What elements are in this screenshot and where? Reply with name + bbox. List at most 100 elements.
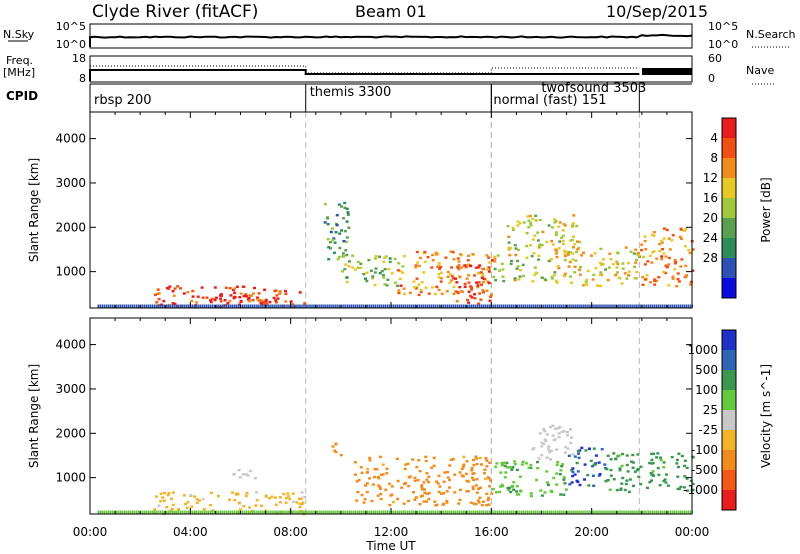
scatter-region [331, 442, 343, 457]
cpid-label: CPID [6, 89, 38, 103]
freq-panel: Freq. [MHz] 18 8 60 0 Nave [3, 52, 775, 85]
scatter-region [353, 455, 494, 507]
y-tick-label: 1000 [55, 471, 86, 485]
colorbar-tick-label: 500 [695, 363, 718, 377]
colorbar-swatch [722, 198, 736, 219]
cpid-mode-label: themis 3300 [310, 85, 392, 100]
nave-tick-bottom: 0 [708, 72, 715, 85]
colorbar-tick-label: 28 [703, 251, 718, 265]
scatter-region [396, 250, 494, 297]
beam-title: Beam 01 [355, 2, 427, 21]
colorbar-tick-label: 16 [703, 191, 718, 205]
velocity-panel: Slant Range [km] 1000 2000 3000 4000 [27, 317, 695, 516]
x-tick-label: 04:00 [173, 525, 208, 539]
velocity-colorbar: Velocity [m s^-1] 1000 500 100 25 -25 -100 -50… [683, 329, 773, 511]
colorbar-tick-label: -25 [698, 423, 718, 437]
scatter-region [531, 424, 575, 461]
colorbar-swatch [722, 370, 736, 391]
freq-label-line2: [MHz] [3, 66, 35, 79]
x-tick-label: 00:00 [675, 525, 710, 539]
x-tick-label: 16:00 [474, 525, 509, 539]
colorbar-tick-label: 100 [695, 383, 718, 397]
nsky-tick-bottom: 10^0 [56, 38, 86, 51]
scatter-region [604, 452, 695, 494]
colorbar-tick-label: 20 [703, 211, 718, 225]
scatter-region [341, 254, 406, 287]
ground-scatter-band [97, 510, 694, 514]
nsearch-tick-top: 10^5 [708, 20, 738, 33]
cpid-panel: CPID rbsp 200 themis 3300 normal (fast) 15… [6, 81, 692, 112]
ground-scatter-band [97, 304, 694, 308]
nsearch-label: N.Search [746, 28, 796, 41]
scatter-region [506, 214, 582, 257]
colorbar-tick-label: 24 [703, 231, 718, 245]
colorbar-swatch [722, 278, 736, 299]
colorbar-swatch [722, 158, 736, 179]
radar-title: Clyde River (fitACF) [92, 2, 258, 22]
colorbar-tick-label: -1000 [683, 483, 718, 497]
nave-tick-top: 60 [708, 52, 722, 65]
nsearch-tick-bottom: 10^0 [708, 38, 738, 51]
cpid-mode-label: normal (fast) 151 [493, 93, 606, 108]
y-tick-label: 2000 [55, 426, 86, 440]
colorbar-swatch [722, 410, 736, 431]
cpid-mode-label: twofsound 3503 [541, 81, 646, 96]
scatter-region [454, 264, 493, 305]
colorbar-tick-label: -500 [691, 463, 718, 477]
colorbar-swatch [722, 178, 736, 199]
scatter-region [554, 246, 642, 288]
colorbar-swatch [722, 430, 736, 451]
x-axis-label: Time UT [365, 539, 416, 553]
y-tick-label: 3000 [55, 382, 86, 396]
power-ylabel: Slant Range [km] [27, 158, 41, 262]
colorbar-tick-label: 25 [703, 403, 718, 417]
scatter-region [209, 294, 279, 307]
colorbar-swatch [722, 258, 736, 279]
scatter-region [323, 201, 351, 261]
freq-label-line1: Freq. [6, 54, 33, 67]
power-panel: Slant Range [km] 1000 2000 3000 4000 [27, 111, 695, 309]
colorbar-tick-label: -100 [691, 443, 718, 457]
velocity-ylabel: Slant Range [km] [27, 364, 41, 468]
colorbar-swatch [722, 330, 736, 351]
colorbar-tick-label: 8 [710, 151, 718, 165]
colorbar-swatch [722, 470, 736, 491]
colorbar-swatch [722, 238, 736, 259]
y-tick-label: 1000 [55, 265, 86, 279]
colorbar-swatch [722, 350, 736, 371]
x-tick-label: 08:00 [273, 525, 308, 539]
y-tick-label: 3000 [55, 176, 86, 190]
date-title: 10/Sep/2015 [606, 2, 708, 21]
x-tick-label: 12:00 [374, 525, 409, 539]
colorbar-swatch [722, 490, 736, 511]
nsky-tick-top: 10^5 [56, 20, 86, 33]
colorbar-swatch [722, 390, 736, 411]
colorbar-swatch [722, 450, 736, 471]
x-axis: Time UT 00:00 04:00 08:00 12:00 16:00 20:00 00… [73, 525, 710, 553]
y-tick-label: 2000 [55, 220, 86, 234]
nave-label: Nave [746, 64, 774, 77]
y-tick-label: 4000 [55, 338, 86, 352]
colorbar-tick-label: 4 [710, 131, 718, 145]
freq-tick-top: 18 [72, 52, 86, 65]
x-tick-label: 20:00 [574, 525, 609, 539]
power-colorbar: Power [dB] 4 8 12 16 20 24 28 [703, 117, 773, 299]
scatter-region [567, 446, 608, 487]
colorbar-swatch [722, 218, 736, 239]
y-tick-label: 4000 [55, 132, 86, 146]
power-colorbar-label: Power [dB] [759, 177, 773, 242]
nsky-label: N.Sky [3, 28, 35, 41]
colorbar-tick-label: 12 [703, 171, 718, 185]
velocity-colorbar-label: Velocity [m s^-1] [759, 364, 773, 468]
freq-tick-bottom: 8 [79, 72, 86, 85]
colorbar-tick-label: 1000 [687, 343, 718, 357]
scatter-region [491, 460, 568, 498]
colorbar-swatch [722, 138, 736, 159]
x-tick-label: 00:00 [73, 525, 108, 539]
cpid-mode-label: rbsp 200 [94, 93, 152, 108]
scatter-region [492, 254, 557, 283]
colorbar-swatch [722, 118, 736, 139]
scatter-region [640, 227, 695, 288]
nsky-panel: N.Sky 10^5 10^0 10^5 10^0 N.Search [3, 20, 796, 51]
